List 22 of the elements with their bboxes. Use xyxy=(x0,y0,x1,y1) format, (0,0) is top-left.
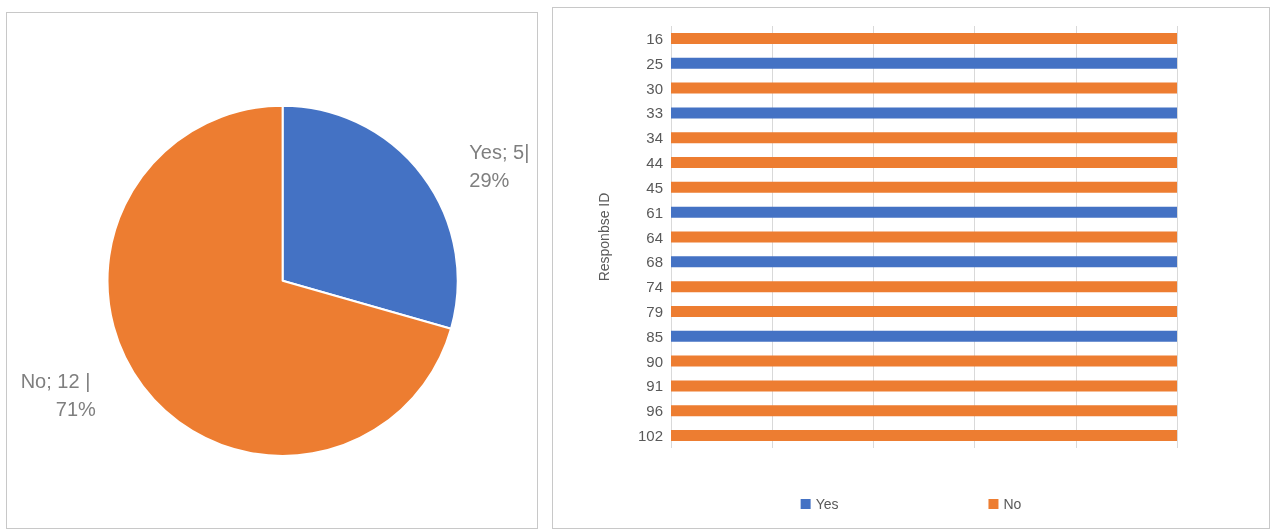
legend-label: Yes xyxy=(815,496,839,512)
y-tick-label: 90 xyxy=(646,352,663,370)
y-tick-label: 85 xyxy=(646,327,663,345)
y-axis-title: Responbse ID xyxy=(596,192,612,282)
y-tick-label: 45 xyxy=(646,178,663,196)
y-tick-label: 61 xyxy=(646,203,663,221)
slice-label: Yes; 5| 29% xyxy=(469,141,535,192)
y-tick-label: 34 xyxy=(646,129,663,147)
legend-label: No xyxy=(1003,496,1022,512)
y-tick-label: 16 xyxy=(646,29,663,47)
slice-label: No; 12 | 71% xyxy=(20,370,97,421)
y-tick-label: 44 xyxy=(646,154,663,172)
y-tick-label: 74 xyxy=(646,278,663,296)
y-tick-label: 68 xyxy=(646,253,663,271)
y-tick-label: 25 xyxy=(646,54,663,72)
y-tick-label: 79 xyxy=(646,302,663,320)
y-tick-label: 33 xyxy=(646,104,663,122)
y-tick-label: 102 xyxy=(637,427,663,445)
y-tick-label: 91 xyxy=(646,377,663,395)
y-tick-label: 64 xyxy=(646,228,663,246)
y-tick-label: 96 xyxy=(646,402,663,420)
y-tick-label: 30 xyxy=(646,79,663,97)
